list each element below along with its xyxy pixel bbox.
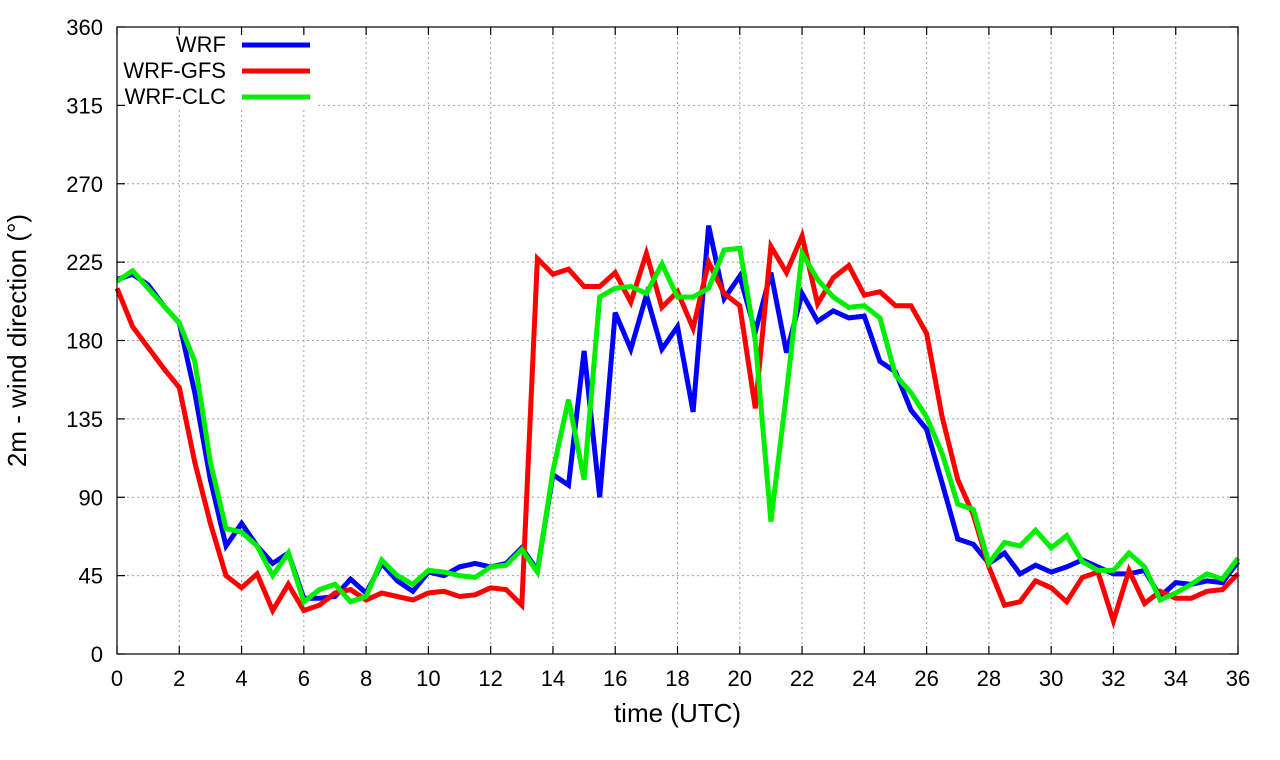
x-tick-label: 16 [603, 666, 627, 691]
y-axis-label: 2m - wind direction (°) [2, 214, 32, 467]
x-tick-label: 18 [665, 666, 689, 691]
x-tick-label: 28 [977, 666, 1001, 691]
x-tick-label: 8 [360, 666, 372, 691]
x-tick-label: 14 [541, 666, 565, 691]
x-tick-label: 10 [416, 666, 440, 691]
y-tick-label: 225 [66, 250, 103, 275]
y-tick-labels: 0 45 90 135 180 225 270 315 360 [66, 15, 103, 667]
x-tick-labels: 0 2 4 6 8 10 12 14 16 18 20 22 24 26 28 30 32 34 36 [111, 666, 1250, 691]
y-tick-label: 270 [66, 172, 103, 197]
x-tick-label: 26 [914, 666, 938, 691]
y-tick-label: 180 [66, 329, 103, 354]
y-tick-label: 315 [66, 93, 103, 118]
x-tick-label: 6 [298, 666, 310, 691]
legend-label: WRF-GFS [123, 58, 226, 83]
x-tick-label: 30 [1039, 666, 1063, 691]
x-tick-label: 2 [173, 666, 185, 691]
series-group [114, 225, 1241, 630]
series-line-wrf-clc [115, 245, 1241, 606]
x-axis-label: time (UTC) [614, 698, 741, 728]
x-tick-label: 24 [852, 666, 876, 691]
x-tick-label: 0 [111, 666, 123, 691]
x-tick-label: 32 [1101, 666, 1125, 691]
y-tick-label: 90 [79, 485, 103, 510]
x-tick-label: 4 [235, 666, 247, 691]
x-tick-label: 12 [478, 666, 502, 691]
x-tick-label: 20 [728, 666, 752, 691]
y-tick-label: 360 [66, 15, 103, 40]
legend-label: WRF-CLC [125, 84, 227, 109]
y-tick-label: 135 [66, 407, 103, 432]
y-tick-label: 0 [91, 642, 103, 667]
legend-label: WRF [176, 32, 226, 57]
x-tick-label: 34 [1163, 666, 1187, 691]
x-tick-label: 36 [1226, 666, 1250, 691]
y-tick-label: 45 [79, 564, 103, 589]
x-tick-label: 22 [790, 666, 814, 691]
grid [117, 27, 1238, 654]
axis-ticks [116, 26, 1239, 655]
